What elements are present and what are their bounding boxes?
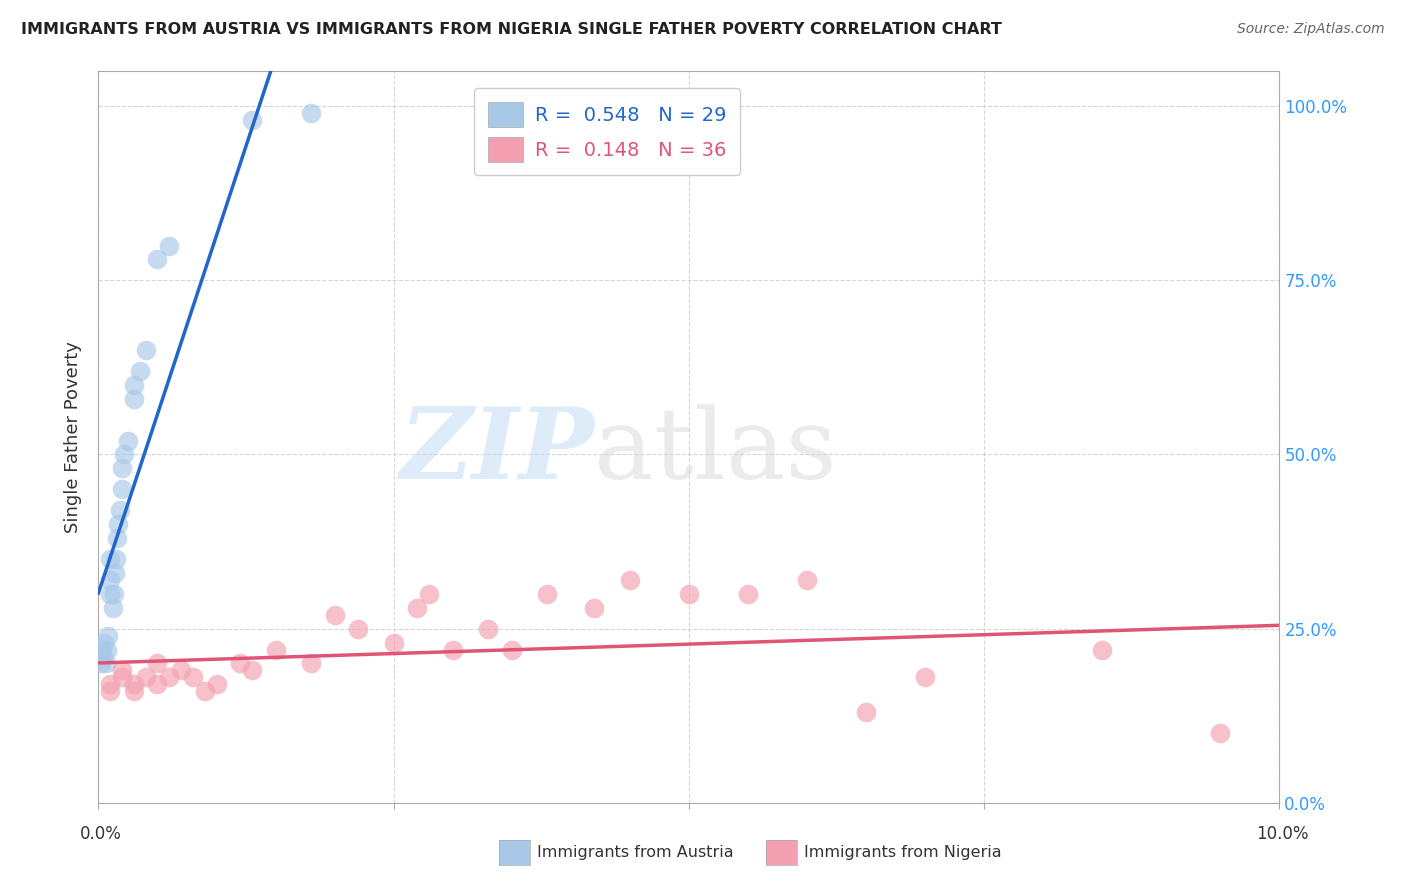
Point xyxy=(101,600,124,615)
Point xyxy=(98,552,121,566)
Point xyxy=(146,252,169,267)
Point xyxy=(97,629,120,643)
Point xyxy=(98,573,121,587)
Point xyxy=(98,677,121,691)
Point xyxy=(135,670,157,684)
Text: 10.0%: 10.0% xyxy=(1256,825,1309,843)
Legend: R =  0.548   N = 29, R =  0.148   N = 36: R = 0.548 N = 29, R = 0.148 N = 36 xyxy=(474,88,740,176)
Point xyxy=(96,642,118,657)
Point xyxy=(105,531,128,545)
Point xyxy=(157,238,180,252)
Point xyxy=(146,677,169,691)
Point xyxy=(98,587,121,601)
Point xyxy=(347,622,370,636)
Point xyxy=(91,649,114,664)
Text: 0.0%: 0.0% xyxy=(80,825,122,843)
Point xyxy=(299,657,322,671)
Point xyxy=(170,664,193,678)
Point xyxy=(477,622,499,636)
Point xyxy=(914,670,936,684)
Point xyxy=(264,642,287,657)
Point xyxy=(501,642,523,657)
Text: atlas: atlas xyxy=(595,404,837,500)
Point xyxy=(737,587,759,601)
Point xyxy=(205,677,228,691)
Point xyxy=(112,448,135,462)
Point xyxy=(146,657,169,671)
Point xyxy=(299,106,322,120)
Text: IMMIGRANTS FROM AUSTRIA VS IMMIGRANTS FROM NIGERIA SINGLE FATHER POVERTY CORRELA: IMMIGRANTS FROM AUSTRIA VS IMMIGRANTS FR… xyxy=(21,22,1002,37)
Point xyxy=(90,657,112,671)
Text: Immigrants from Austria: Immigrants from Austria xyxy=(537,846,734,860)
Point xyxy=(98,684,121,698)
Point xyxy=(1091,642,1114,657)
Point xyxy=(117,434,139,448)
Point xyxy=(107,517,129,532)
Point xyxy=(678,587,700,601)
Point xyxy=(441,642,464,657)
Point xyxy=(240,664,263,678)
Point xyxy=(122,377,145,392)
Point xyxy=(105,552,128,566)
Point xyxy=(135,343,157,357)
Point xyxy=(94,657,117,671)
Point xyxy=(111,670,134,684)
Point xyxy=(229,657,252,671)
Point xyxy=(93,635,115,649)
Point xyxy=(157,670,180,684)
Point xyxy=(323,607,346,622)
Point xyxy=(122,684,145,698)
Point xyxy=(382,635,405,649)
Point xyxy=(104,566,127,580)
Point xyxy=(583,600,606,615)
Point xyxy=(111,483,134,497)
Point xyxy=(181,670,204,684)
Point xyxy=(194,684,217,698)
Point xyxy=(536,587,558,601)
Point xyxy=(855,705,877,719)
Point xyxy=(122,392,145,406)
Text: Immigrants from Nigeria: Immigrants from Nigeria xyxy=(804,846,1002,860)
Point xyxy=(111,664,134,678)
Point xyxy=(240,113,263,128)
Point xyxy=(111,461,134,475)
Point xyxy=(122,677,145,691)
Point xyxy=(91,642,114,657)
Text: ZIP: ZIP xyxy=(399,403,595,500)
Point xyxy=(406,600,429,615)
Point xyxy=(103,587,125,601)
Point xyxy=(418,587,440,601)
Point xyxy=(108,503,131,517)
Point xyxy=(128,364,150,378)
Point xyxy=(1209,726,1232,740)
Point xyxy=(796,573,818,587)
Point xyxy=(619,573,641,587)
Y-axis label: Single Father Poverty: Single Father Poverty xyxy=(65,341,83,533)
Text: Source: ZipAtlas.com: Source: ZipAtlas.com xyxy=(1237,22,1385,37)
